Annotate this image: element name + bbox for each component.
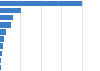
Bar xyxy=(0,58,2,63)
Bar xyxy=(0,8,21,13)
Bar xyxy=(0,29,6,35)
Bar xyxy=(0,36,4,42)
Bar xyxy=(0,22,11,28)
Bar xyxy=(0,1,82,6)
Bar xyxy=(0,43,3,49)
Bar xyxy=(0,51,2,56)
Bar xyxy=(0,15,13,20)
Bar xyxy=(0,65,1,70)
